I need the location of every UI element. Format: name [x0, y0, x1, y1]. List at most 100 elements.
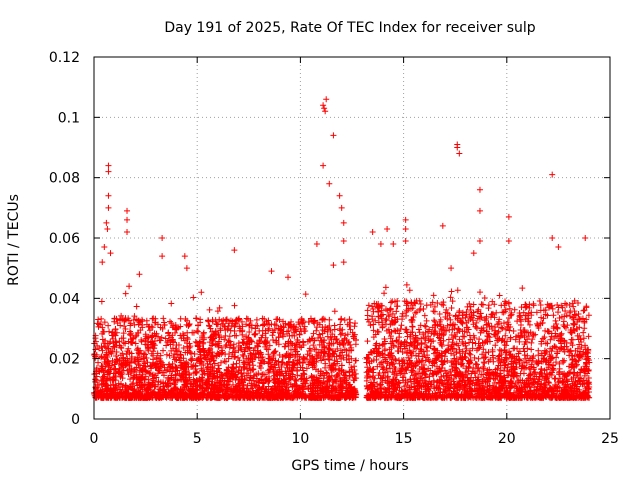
data-point: [247, 374, 254, 381]
data-point: [187, 380, 194, 387]
data-point: [514, 345, 521, 352]
data-point: [386, 354, 393, 361]
data-point: [302, 380, 309, 387]
data-point: [94, 392, 101, 399]
data-point: [380, 341, 387, 348]
data-point: [296, 343, 303, 350]
data-point: [273, 337, 280, 344]
data-point: [238, 318, 245, 325]
data-point: [569, 300, 576, 307]
data-point: [115, 368, 122, 375]
data-point: [135, 330, 142, 337]
data-point: [200, 336, 207, 343]
data-point: [111, 318, 118, 325]
data-point: [290, 394, 297, 401]
data-point: [211, 331, 218, 338]
data-point: [332, 348, 339, 355]
data-point: [365, 302, 372, 309]
data-point: [292, 376, 299, 383]
data-point: [219, 320, 226, 327]
data-point: [127, 376, 134, 383]
data-point: [502, 300, 509, 307]
data-point: [227, 327, 234, 334]
data-point: [218, 318, 225, 325]
data-point: [167, 381, 174, 388]
data-point: [338, 362, 345, 369]
data-point: [250, 375, 257, 382]
data-point: [304, 351, 311, 358]
data-point: [228, 322, 235, 329]
data-point: [243, 321, 250, 328]
data-point: [320, 337, 327, 344]
data-point: [260, 358, 267, 365]
data-point: [257, 359, 264, 366]
data-point: [294, 372, 301, 379]
data-point: [151, 342, 158, 349]
data-point: [225, 337, 232, 344]
data-point: [165, 362, 172, 369]
data-point: [177, 323, 184, 330]
data-point: [491, 301, 498, 308]
data-point: [213, 352, 220, 359]
data-point: [217, 379, 224, 386]
data-point: [231, 368, 238, 375]
data-point: [498, 372, 505, 379]
data-point: [294, 351, 301, 358]
data-point: [152, 315, 159, 322]
data-point: [138, 383, 145, 390]
data-point: [336, 394, 343, 401]
data-point: [476, 336, 483, 343]
data-point: [551, 375, 558, 382]
data-point: [197, 384, 204, 391]
data-point: [99, 347, 106, 354]
data-point: [485, 349, 492, 356]
data-point: [201, 348, 208, 355]
data-point: [260, 393, 267, 400]
data-point: [109, 347, 116, 354]
data-point: [113, 384, 120, 391]
data-point: [292, 383, 299, 390]
data-point: [257, 364, 264, 371]
data-point: [184, 329, 191, 336]
data-point: [451, 367, 458, 374]
data-point: [172, 347, 179, 354]
data-point: [275, 334, 282, 341]
data-point: [101, 319, 108, 326]
data-point: [295, 319, 302, 326]
data-point: [150, 348, 157, 355]
data-point: [259, 371, 266, 378]
data-point: [256, 350, 263, 357]
data-point: [567, 348, 574, 355]
data-point: [422, 323, 429, 330]
data-point: [351, 323, 358, 330]
data-point: [463, 309, 470, 316]
data-point: [585, 333, 592, 340]
data-point: [279, 359, 286, 366]
data-point: [344, 331, 351, 338]
data-point: [272, 385, 279, 392]
data-point: [190, 294, 197, 301]
data-point: [333, 336, 340, 343]
data-point: [253, 378, 260, 385]
data-point: [177, 332, 184, 339]
data-point: [294, 366, 301, 373]
data-point: [221, 336, 228, 343]
data-point: [274, 391, 281, 398]
data-point: [398, 339, 405, 346]
data-point: [424, 344, 431, 351]
data-point: [307, 315, 314, 322]
data-point: [310, 342, 317, 349]
data-point: [216, 365, 223, 372]
data-point: [326, 345, 333, 352]
data-point: [227, 342, 234, 349]
data-point: [447, 294, 454, 301]
data-point: [320, 353, 327, 360]
data-point: [120, 359, 127, 366]
data-point: [379, 341, 386, 348]
data-point: [136, 390, 143, 397]
data-point: [239, 351, 246, 358]
data-point: [142, 373, 149, 380]
data-point: [244, 366, 251, 373]
data-point: [448, 288, 455, 295]
data-point: [93, 373, 100, 380]
